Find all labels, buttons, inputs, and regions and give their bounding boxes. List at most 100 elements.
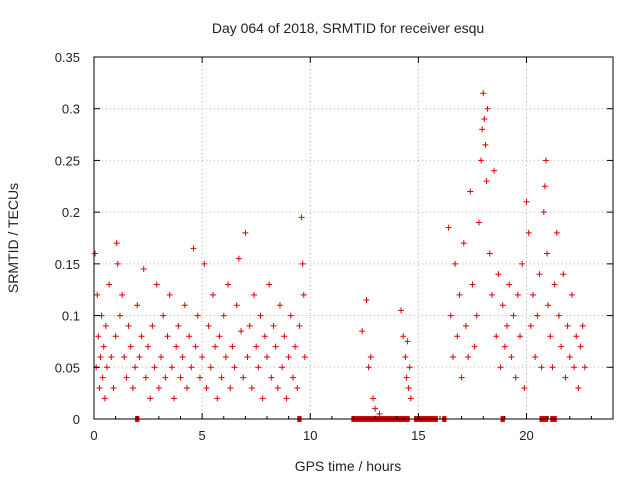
data-point xyxy=(514,291,521,298)
data-point xyxy=(97,353,104,360)
data-point xyxy=(481,116,488,123)
data-point xyxy=(579,322,586,329)
data-point xyxy=(261,333,268,340)
data-point xyxy=(114,260,121,267)
data-point xyxy=(517,333,524,340)
data-point xyxy=(145,343,152,350)
data-point xyxy=(246,322,253,329)
data-point xyxy=(405,384,412,391)
data-point xyxy=(147,395,154,402)
data-point xyxy=(479,126,486,133)
data-point xyxy=(209,291,216,298)
data-point xyxy=(151,364,158,371)
data-point xyxy=(508,353,515,360)
data-point xyxy=(199,353,206,360)
data-point xyxy=(544,250,551,257)
data-point xyxy=(454,333,461,340)
data-point xyxy=(369,395,376,402)
data-point xyxy=(400,333,407,340)
data-point xyxy=(153,281,160,288)
data-point xyxy=(462,322,469,329)
y-tick-label: 0.1 xyxy=(62,309,80,324)
data-point xyxy=(194,312,201,319)
data-point xyxy=(227,384,234,391)
data-point xyxy=(568,291,575,298)
data-point xyxy=(365,364,372,371)
data-point xyxy=(212,343,219,350)
data-point xyxy=(398,307,405,314)
data-point xyxy=(376,410,383,417)
data-point xyxy=(129,384,136,391)
data-point xyxy=(536,271,543,278)
data-point xyxy=(551,281,558,288)
data-point xyxy=(512,374,519,381)
data-point xyxy=(359,328,366,335)
data-point xyxy=(186,333,193,340)
data-point xyxy=(475,219,482,226)
data-point xyxy=(527,322,534,329)
data-point xyxy=(160,312,167,319)
data-point xyxy=(298,214,305,221)
data-point xyxy=(110,384,117,391)
data-point xyxy=(529,291,536,298)
data-point xyxy=(257,312,264,319)
data-point xyxy=(266,281,273,288)
data-point xyxy=(255,364,262,371)
data-point xyxy=(248,384,255,391)
data-point xyxy=(235,255,242,262)
data-point xyxy=(299,260,306,267)
data-point xyxy=(292,343,299,350)
data-point xyxy=(495,271,502,278)
data-point xyxy=(484,105,491,112)
data-point xyxy=(547,333,554,340)
y-tick-label: 0.05 xyxy=(55,360,80,375)
data-point xyxy=(480,90,487,97)
data-point xyxy=(403,374,410,381)
y-tick-label: 0.2 xyxy=(62,205,80,220)
data-point xyxy=(560,271,567,278)
data-point xyxy=(506,281,513,288)
data-point xyxy=(138,333,145,340)
data-point xyxy=(473,312,480,319)
data-point xyxy=(231,364,238,371)
data-point xyxy=(545,302,552,309)
data-point xyxy=(222,353,229,360)
data-point xyxy=(196,374,203,381)
data-point xyxy=(471,343,478,350)
y-tick-label: 0 xyxy=(73,412,80,427)
data-point xyxy=(523,198,530,205)
x-tick-label: 0 xyxy=(90,428,97,443)
data-point xyxy=(486,250,493,257)
data-point xyxy=(510,312,517,319)
x-tick-label: 5 xyxy=(199,428,206,443)
x-axis-title: GPS time / hours xyxy=(295,458,402,474)
data-point xyxy=(449,353,456,360)
data-point xyxy=(367,353,374,360)
data-point xyxy=(289,374,296,381)
data-point xyxy=(92,250,99,257)
data-point xyxy=(242,229,249,236)
data-point xyxy=(458,374,465,381)
data-point xyxy=(225,281,232,288)
data-point xyxy=(491,167,498,174)
data-point xyxy=(220,312,227,319)
data-point xyxy=(407,395,414,402)
data-point xyxy=(264,353,270,360)
data-point xyxy=(287,312,294,319)
data-point xyxy=(456,291,463,298)
data-point xyxy=(272,343,279,350)
data-point xyxy=(123,374,130,381)
data-point xyxy=(300,291,307,298)
data-point xyxy=(259,395,266,402)
data-point xyxy=(158,353,165,360)
data-point xyxy=(577,343,584,350)
data-point xyxy=(276,302,283,309)
data-points xyxy=(92,90,588,417)
axes: 0 5 10 15 20 0 0.05 0.1 0.15 0.2 0.25 0.3 0.35 xyxy=(55,50,614,443)
data-point xyxy=(538,364,545,371)
data-point xyxy=(179,353,186,360)
data-point xyxy=(134,302,141,309)
data-point xyxy=(460,240,467,247)
data-point xyxy=(103,364,110,371)
